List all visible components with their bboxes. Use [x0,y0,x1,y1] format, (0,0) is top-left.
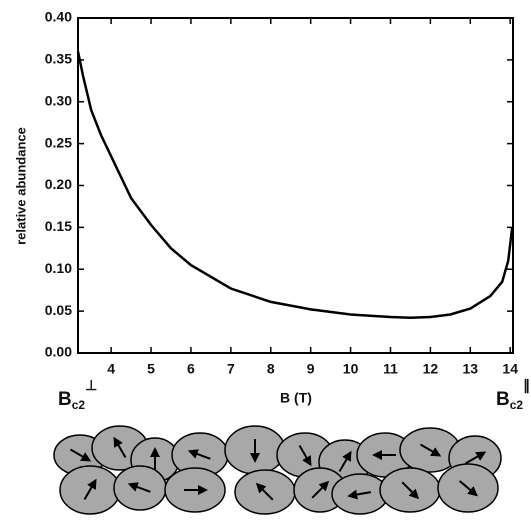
y-tick-label: 0.35 [45,51,72,67]
annotation-sub: c2 [510,398,524,412]
annotation: Bc2 ∥ [496,377,530,412]
plot-frame [77,17,514,354]
grain-arrow [419,443,442,457]
grain-arrow [298,444,312,467]
grain-arrow [127,482,151,493]
y-tick-label: 0.30 [45,92,72,108]
grain-arrow [187,449,211,460]
grain-arrow [255,482,274,501]
x-tick-label: 7 [227,361,235,377]
grain-arrow [83,478,97,501]
x-tick-label: 6 [187,361,195,377]
grain-illustration [53,425,502,515]
y-tick-label: 0.10 [45,260,72,276]
grain-arrow [347,489,372,500]
grain-arrow [113,436,127,459]
y-tick-label: 0.25 [45,134,72,150]
x-axis-label: B (T) [280,390,312,406]
y-tick-label: 0.00 [45,344,72,360]
x-tick-label: 12 [423,361,439,377]
y-axis-label: relative abundance [13,127,28,245]
grain-arrow [338,450,352,473]
annotation-sup: ∥ [523,377,530,394]
annotation-text: B [58,389,72,410]
annotation-text: B [496,389,510,410]
x-tick-label: 13 [463,361,479,377]
x-tick-label: 14 [502,361,518,377]
x-tick-label: 8 [267,361,275,377]
x-tick-label: 11 [383,361,398,377]
x-tick-label: 10 [343,361,359,377]
grain-arrow [311,480,330,499]
x-tick-label: 9 [307,361,315,377]
data-line [76,51,514,320]
grain-arrow [458,480,478,497]
annotation-sub: c2 [72,398,86,412]
annotation-sup: ⊥ [85,377,97,393]
y-tick-label: 0.40 [45,9,72,25]
x-tick-label: 5 [147,361,155,377]
y-tick-label: 0.05 [45,302,72,318]
grain-arrow [464,451,487,465]
y-tick-label: 0.20 [45,176,72,192]
y-tick-label: 0.15 [45,218,72,234]
annotation: Bc2 ⊥ [58,377,97,412]
grain-arrow [69,448,92,462]
x-tick-label: 4 [107,361,115,377]
grain-arrow [401,481,420,500]
